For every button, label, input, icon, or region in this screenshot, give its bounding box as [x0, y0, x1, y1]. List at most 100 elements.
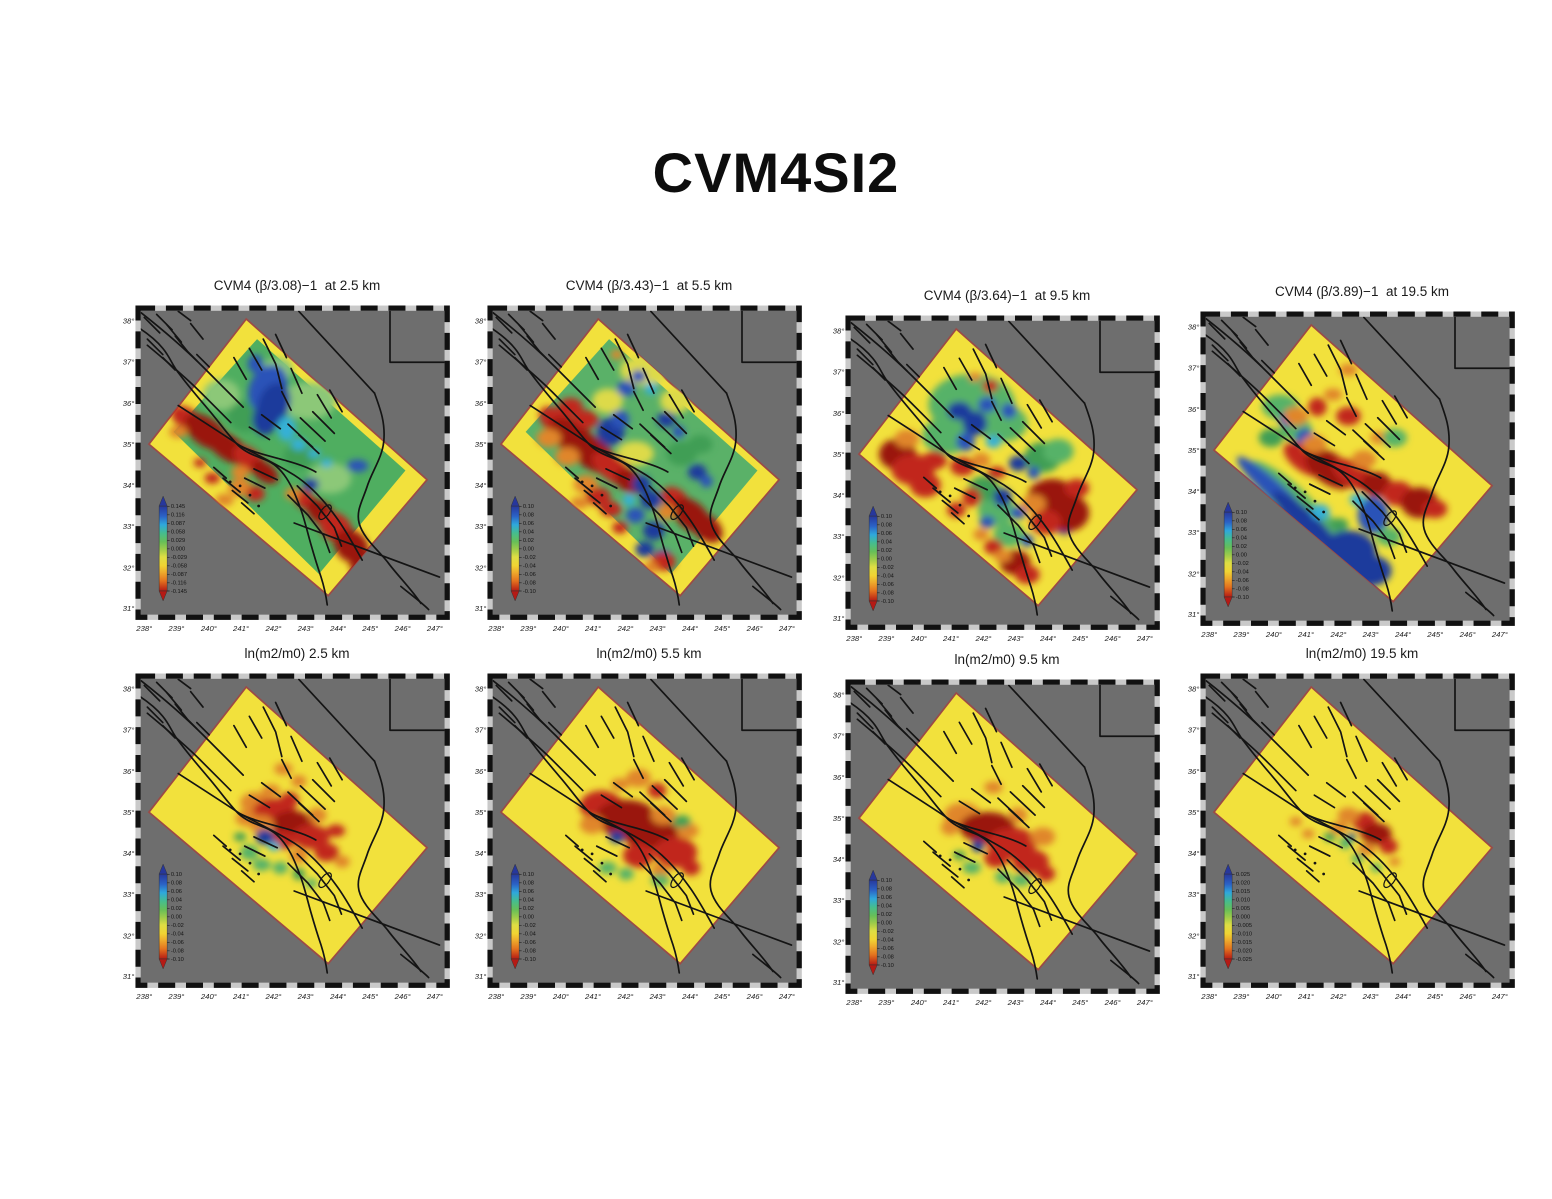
svg-text:-0.087: -0.087 [171, 572, 187, 578]
svg-text:247°: 247° [778, 624, 795, 633]
svg-text:0.08: 0.08 [171, 881, 182, 887]
colorbar-tick-labels: 0.145 0.116 0.087 0.058 0.029 0.000 -0.029 -0.0… [171, 504, 187, 595]
svg-text:-0.02: -0.02 [881, 565, 894, 571]
svg-text:-0.08: -0.08 [523, 949, 536, 955]
svg-text:242°: 242° [616, 624, 633, 633]
svg-text:34°: 34° [123, 849, 135, 858]
svg-text:34°: 34° [475, 481, 487, 490]
svg-text:244°: 244° [1394, 630, 1411, 639]
svg-text:33°: 33° [475, 522, 487, 531]
lon-axis-labels: 238° 239° 240° 241° 242° 243° 244° 245° 246° 247° [1200, 992, 1508, 1001]
svg-text:243°: 243° [1362, 992, 1379, 1001]
svg-text:241°: 241° [232, 992, 249, 1001]
svg-text:-0.08: -0.08 [171, 949, 184, 955]
svg-text:244°: 244° [329, 992, 346, 1001]
map-res-2.5km: 0.10 0.08 0.06 0.04 0.02 0.00 -0.02 -0.04 -0.06 -… [123, 670, 458, 1001]
svg-text:33°: 33° [1188, 890, 1200, 899]
svg-text:-0.10: -0.10 [881, 963, 894, 969]
panel-res-9.5km: ln(m2/m0) 9.5 km 0.10 0.08 0.06 0.04 0.02 0.0… [828, 652, 1168, 1021]
svg-text:35°: 35° [123, 440, 135, 449]
svg-text:0.00: 0.00 [881, 557, 892, 563]
svg-text:238°: 238° [487, 624, 504, 633]
svg-text:0.04: 0.04 [881, 540, 892, 546]
svg-text:0.06: 0.06 [523, 521, 534, 527]
svg-text:0.02: 0.02 [171, 906, 182, 912]
svg-text:0.02: 0.02 [1236, 544, 1247, 550]
svg-text:239°: 239° [519, 992, 536, 1001]
svg-text:31°: 31° [123, 604, 135, 613]
svg-text:-0.08: -0.08 [881, 955, 894, 961]
svg-text:33°: 33° [475, 890, 487, 899]
svg-text:38°: 38° [833, 691, 845, 700]
svg-text:-0.02: -0.02 [881, 929, 894, 935]
svg-text:247°: 247° [778, 992, 795, 1001]
svg-text:36°: 36° [475, 767, 487, 776]
panel-vs-5.5km: CVM4 (β/3.43)−1 at 5.5 km [470, 278, 810, 647]
lat-axis-labels: 38° 37° 36° 35° 34° 33° 32° 31° [123, 317, 135, 613]
svg-text:0.00: 0.00 [171, 915, 182, 921]
svg-text:245°: 245° [1071, 998, 1088, 1007]
svg-text:36°: 36° [1188, 767, 1200, 776]
svg-text:-0.06: -0.06 [523, 940, 536, 946]
svg-text:244°: 244° [1394, 992, 1411, 1001]
lon-axis-labels: 238° 239° 240° 241° 242° 243° 244° 245° 246° 247° [135, 624, 443, 633]
svg-text:0.04: 0.04 [1236, 536, 1247, 542]
svg-text:247°: 247° [426, 624, 443, 633]
svg-text:35°: 35° [833, 450, 845, 459]
svg-text:38°: 38° [1188, 323, 1200, 332]
panel-res-19.5km: ln(m2/m0) 19.5 km 0.025 0.020 0.015 0.010 0.… [1183, 646, 1523, 1015]
svg-text:-0.02: -0.02 [523, 923, 536, 929]
svg-text:32°: 32° [475, 563, 487, 572]
lon-axis-labels: 238° 239° 240° 241° 242° 243° 244° 245° 246° 247° [845, 634, 1153, 643]
svg-text:35°: 35° [1188, 446, 1200, 455]
svg-text:245°: 245° [1426, 992, 1443, 1001]
svg-text:31°: 31° [1188, 610, 1200, 619]
svg-text:37°: 37° [833, 732, 845, 741]
svg-text:31°: 31° [833, 614, 845, 623]
svg-text:-0.02: -0.02 [1236, 561, 1249, 567]
svg-text:35°: 35° [123, 808, 135, 817]
lon-axis-labels: 238° 239° 240° 241° 242° 243° 244° 245° 246° 247° [487, 992, 795, 1001]
svg-text:241°: 241° [942, 634, 959, 643]
svg-text:239°: 239° [167, 624, 184, 633]
svg-text:0.02: 0.02 [523, 906, 534, 912]
svg-text:239°: 239° [519, 624, 536, 633]
svg-text:-0.04: -0.04 [881, 938, 894, 944]
svg-text:245°: 245° [361, 992, 378, 1001]
lat-axis-labels: 38° 37° 36° 35° 34° 33° 32° 31° [475, 317, 487, 613]
lat-axis-labels: 38° 37° 36° 35° 34° 33° 32° 31° [123, 685, 135, 981]
svg-text:240°: 240° [552, 992, 569, 1001]
svg-text:240°: 240° [552, 624, 569, 633]
svg-text:239°: 239° [877, 998, 894, 1007]
svg-text:34°: 34° [123, 481, 135, 490]
svg-text:-0.10: -0.10 [171, 957, 184, 963]
svg-text:247°: 247° [1136, 634, 1153, 643]
svg-text:32°: 32° [123, 931, 135, 940]
svg-text:0.02: 0.02 [881, 548, 892, 554]
svg-text:0.08: 0.08 [523, 513, 534, 519]
svg-text:245°: 245° [1426, 630, 1443, 639]
svg-text:247°: 247° [1491, 992, 1508, 1001]
svg-text:242°: 242° [616, 992, 633, 1001]
colorbar-tick-labels: 0.10 0.08 0.06 0.04 0.02 0.00 -0.02 -0.04 -0.06 -… [881, 514, 894, 605]
svg-text:0.00: 0.00 [1236, 553, 1247, 559]
lon-axis-labels: 238° 239° 240° 241° 242° 243° 244° 245° 246° 247° [135, 992, 443, 1001]
svg-text:238°: 238° [487, 992, 504, 1001]
svg-text:32°: 32° [1188, 931, 1200, 940]
svg-text:-0.020: -0.020 [1236, 949, 1252, 955]
svg-text:31°: 31° [123, 972, 135, 981]
svg-text:37°: 37° [475, 726, 487, 735]
map-vs-2.5km: 0.145 0.116 0.087 0.058 0.029 0.000 -0.029 -0.0… [123, 302, 458, 633]
figure-title: CVM4SI2 [652, 141, 900, 204]
svg-text:35°: 35° [475, 808, 487, 817]
panel-title: ln(m2/m0) 5.5 km [596, 646, 702, 661]
svg-text:246°: 246° [394, 992, 411, 1001]
svg-text:242°: 242° [264, 624, 281, 633]
svg-text:36°: 36° [1188, 405, 1200, 414]
svg-text:34°: 34° [1188, 849, 1200, 858]
svg-text:242°: 242° [974, 998, 991, 1007]
panel-title: CVM4 (β/3.43)−1 at 5.5 km [565, 278, 733, 293]
svg-text:-0.058: -0.058 [171, 564, 187, 570]
map-vs-9.5km: 0.10 0.08 0.06 0.04 0.02 0.00 -0.02 -0.04 -0.06 -… [833, 312, 1168, 643]
svg-text:0.087: 0.087 [171, 521, 185, 527]
